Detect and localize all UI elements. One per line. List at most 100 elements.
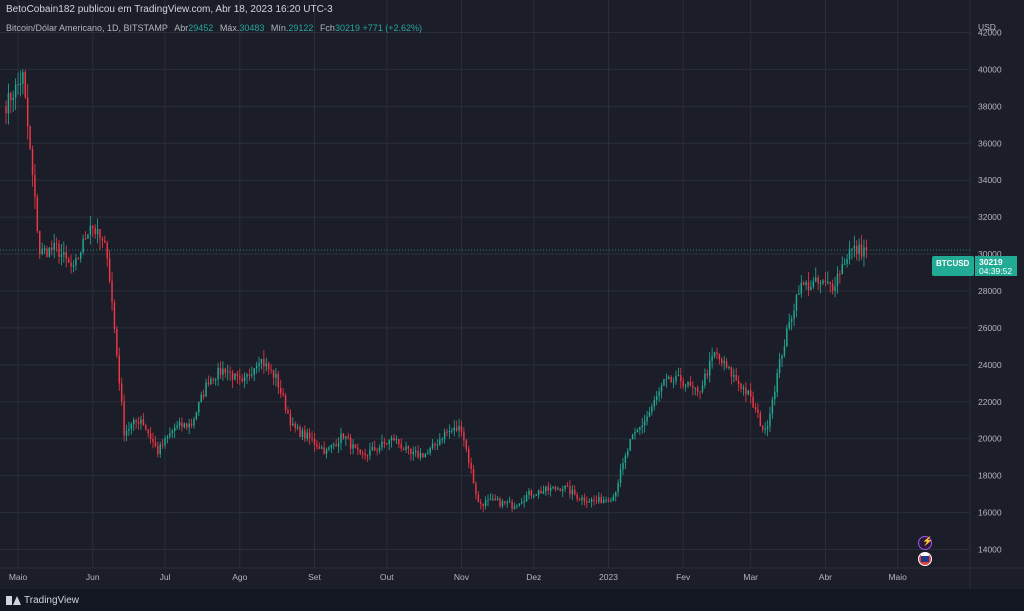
candle-body xyxy=(675,375,677,382)
candle-body xyxy=(106,242,108,259)
y-tick-label: 40000 xyxy=(978,64,1002,74)
candle-body xyxy=(776,373,778,392)
candle-body xyxy=(361,453,364,455)
x-tick-label: Abr xyxy=(819,572,832,582)
candle-body xyxy=(627,450,629,456)
y-tick-label: 20000 xyxy=(978,434,1002,444)
candle-body xyxy=(843,263,846,265)
x-tick-label: Out xyxy=(380,572,394,582)
candle-body xyxy=(730,367,733,377)
candle-body xyxy=(393,437,395,441)
candle-body xyxy=(757,409,759,413)
x-tick-label: Fev xyxy=(676,572,691,582)
candle-body xyxy=(79,252,82,259)
candle-body xyxy=(846,259,848,264)
candle-body xyxy=(89,225,92,235)
high-label: Máx. xyxy=(219,23,240,33)
candle-body xyxy=(790,319,793,322)
candle-body xyxy=(96,229,99,235)
candle-body xyxy=(422,453,424,458)
candle-body xyxy=(612,496,615,501)
candle-body xyxy=(856,245,858,254)
candle-body xyxy=(320,447,323,449)
candle-body xyxy=(280,387,282,394)
candle-body xyxy=(60,254,63,257)
lightning-icon[interactable]: ⚡ xyxy=(918,536,933,550)
candle-body xyxy=(643,421,646,426)
candle-body xyxy=(347,436,349,438)
candle-body xyxy=(511,501,513,509)
candle-body xyxy=(470,462,472,470)
candle-body xyxy=(395,439,398,441)
candle-body xyxy=(689,381,692,386)
candle-body xyxy=(607,499,610,502)
candle-body xyxy=(583,497,586,502)
candle-body xyxy=(366,455,369,457)
candle-body xyxy=(513,506,516,509)
candle-body xyxy=(316,444,318,447)
candle-body xyxy=(721,359,723,364)
candle-body xyxy=(451,430,453,432)
candle-body xyxy=(26,97,29,127)
candle-body xyxy=(10,93,12,101)
candle-body xyxy=(819,282,822,284)
candle-body xyxy=(41,248,43,254)
candle-body xyxy=(754,407,757,410)
candle-body xyxy=(22,72,24,84)
us-flag-icon[interactable] xyxy=(918,552,932,566)
tradingview-logo[interactable]: TradingView xyxy=(6,595,79,606)
candle-body xyxy=(75,258,77,266)
candle-body xyxy=(210,379,212,385)
candle-body xyxy=(472,469,475,484)
candle-body xyxy=(535,494,537,496)
candle-body xyxy=(374,447,376,451)
candle-body xyxy=(672,381,675,383)
candle-body xyxy=(716,352,718,355)
candle-body xyxy=(448,431,451,433)
candle-body xyxy=(708,360,711,376)
candle-body xyxy=(549,488,552,491)
candle-body xyxy=(304,430,306,439)
candle-body xyxy=(111,280,113,303)
published-by-text: BetoCobain182 publicou em TradingView.co… xyxy=(6,4,333,15)
candle-body xyxy=(810,286,812,291)
candle-body xyxy=(130,424,133,430)
candle-body xyxy=(53,243,55,251)
brand-label: TradingView xyxy=(24,595,80,606)
candle-body xyxy=(646,416,648,422)
candle-body xyxy=(282,393,284,396)
candle-body xyxy=(455,427,458,431)
candle-body xyxy=(740,383,742,390)
candle-body xyxy=(692,385,694,388)
candle-body xyxy=(205,382,207,397)
candle-body xyxy=(737,380,740,384)
candle-body xyxy=(508,501,511,503)
candle-body xyxy=(46,248,48,257)
candle-body xyxy=(181,422,183,428)
candle-body xyxy=(417,451,419,458)
candle-body xyxy=(270,369,272,371)
candle-body xyxy=(619,469,622,483)
candle-body xyxy=(202,394,205,397)
candle-body xyxy=(99,229,101,239)
candle-body xyxy=(176,425,178,428)
candle-body xyxy=(340,433,342,444)
y-tick-label: 30000 xyxy=(978,249,1002,259)
candle-body xyxy=(419,453,422,458)
candle-body xyxy=(388,440,390,445)
candle-body xyxy=(412,451,415,455)
candle-body xyxy=(839,273,841,275)
candle-body xyxy=(600,496,602,504)
candle-body xyxy=(769,413,771,427)
candle-body xyxy=(781,355,783,360)
candle-body xyxy=(458,426,460,431)
candle-body xyxy=(749,390,752,397)
symbol-price-tag: BTCUSD xyxy=(932,256,974,276)
candle-body xyxy=(248,374,251,376)
candle-body xyxy=(463,432,465,441)
candle-body xyxy=(836,273,839,287)
symbol-tag-label: BTCUSD xyxy=(936,259,970,268)
candle-body xyxy=(569,486,571,495)
candle-body xyxy=(195,412,198,420)
